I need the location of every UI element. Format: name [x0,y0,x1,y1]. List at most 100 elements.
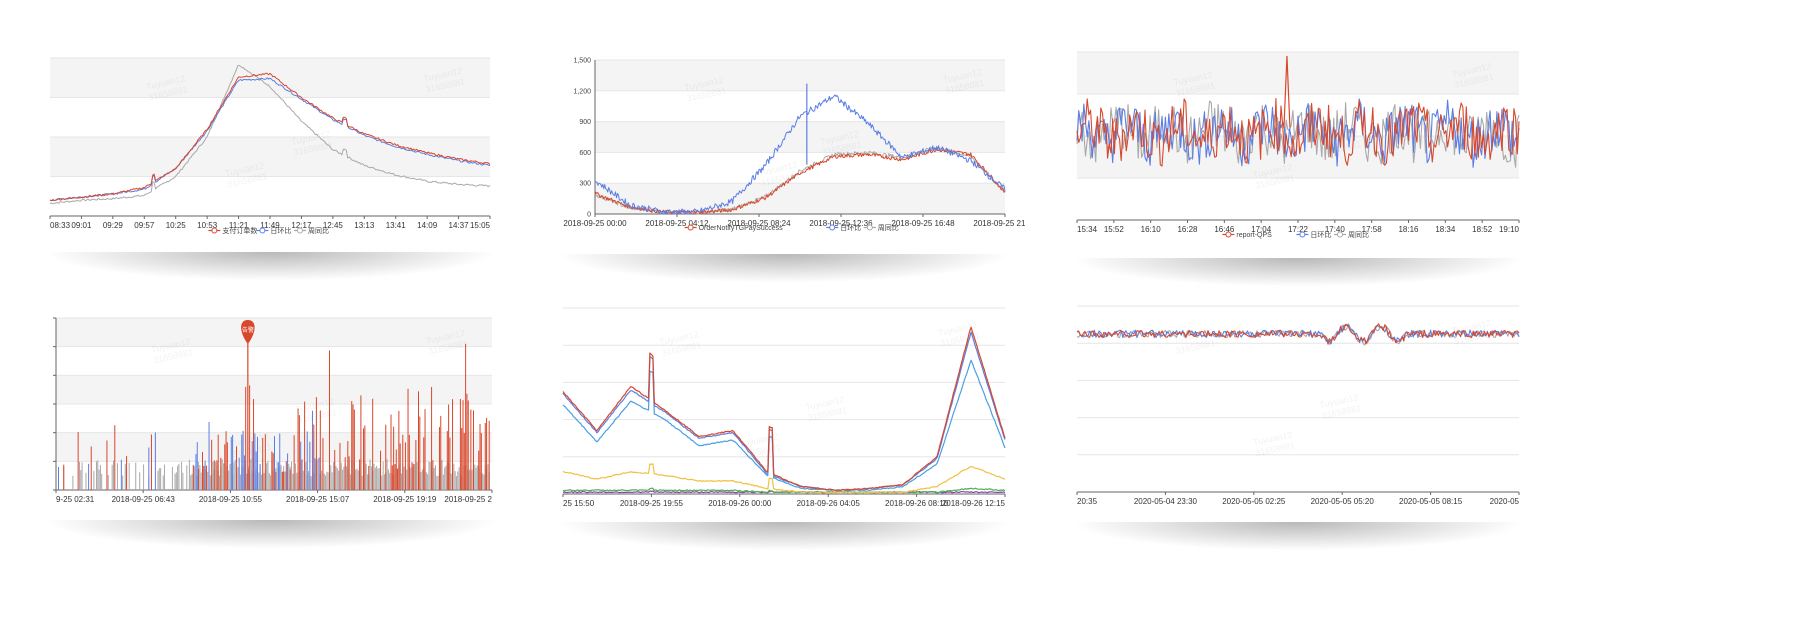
x-tick-label: 19:10 [1499,225,1520,234]
chart-panel-3: Tuyuan12 31658881 Tuyuan12 31658881 Tuyuan12… [1057,34,1539,286]
bar [372,398,374,490]
legend[interactable]: report-QPS 日环比 周同比 [1222,230,1369,239]
x-tick-label: 2020-05-05 08:15 [1399,497,1463,506]
bar [467,400,469,490]
bar [470,409,472,490]
bar [482,473,484,490]
x-tick-label: 12:45 [323,221,344,230]
bar [339,442,341,490]
bar [255,451,257,490]
bar [95,461,97,490]
bar [357,470,359,490]
bar [216,460,218,490]
bar [461,427,463,490]
legend-item-label: 日环比 [1310,230,1331,239]
x-tick-label: 2020-05-04 23:30 [1134,497,1198,506]
bar [321,470,323,490]
bar [281,471,283,490]
series-line-2 [562,331,1006,492]
bar [213,460,215,490]
bar [311,410,313,490]
x-tick-label: 08:33 [50,221,71,230]
bar [236,446,238,490]
bar [302,470,304,490]
bar [284,471,286,490]
bar [474,464,476,490]
bar [488,420,490,490]
bar [212,461,214,490]
bar [80,470,82,490]
bar [225,431,227,490]
bar [398,410,400,490]
x-tick-label: 16:28 [1177,225,1198,234]
legend-item-label: 日环比 [270,226,291,235]
bar [336,468,338,490]
bar [349,474,351,490]
alert-pin-icon[interactable] [241,320,255,344]
bar [158,468,160,490]
x-tick-label: 2018-09-26 08:10 [885,499,949,508]
series-line-3 [49,65,491,205]
bar [385,424,387,490]
legend[interactable]: 支付订单数 日环比 周同比 [208,226,329,235]
x-tick-label: 10:25 [166,221,187,230]
bar [406,469,408,490]
x-tick-label: 2020-05-05 05:20 [1311,497,1375,506]
bar [238,457,240,490]
bar [122,475,124,490]
bar [449,437,451,490]
bar [120,459,122,490]
chart-panel-1: Tuyuan12 31658881 Tuyuan12 31658881 Tuyuan12… [30,38,512,280]
bar [287,453,289,490]
y-tick-label: 0 [587,212,591,219]
bar [445,465,447,490]
bar [326,471,328,490]
x-tick-label: 18:16 [1398,225,1419,234]
x-tick-label: 17:58 [1362,225,1383,234]
bar [228,470,230,490]
bar-series [58,343,490,490]
bar [174,473,176,490]
bar [160,468,162,490]
chart-2-svg: Tuyuan1231658881Tuyuan1231658881Tuyuan12… [563,58,1025,233]
bar [285,461,287,490]
series-line-1 [562,326,1006,492]
bar [114,425,116,490]
chart-6-svg: Tuyuan1231658881Tuyuan1231658881Tuyuan12… [1076,305,1520,506]
bar [205,465,207,490]
bar [427,474,429,490]
bar [204,460,206,490]
legend-swatch-marker [829,224,836,231]
series-line-3 [562,359,1006,492]
bar [322,437,324,490]
legend-swatch-marker [1299,231,1306,238]
bar [293,435,295,490]
bar [116,463,118,490]
plot-area-2: Tuyuan1231658881Tuyuan1231658881Tuyuan12… [595,59,1005,215]
legend[interactable]: OrderNotifyTGPaySuccess 日环比 周同比 [684,223,899,232]
x-tick-label: 2018-09-25 12:36 [809,219,873,228]
bar [77,432,79,490]
bar [359,459,361,490]
bar [365,463,367,490]
y-tick-label: 1,200 [573,88,591,95]
series-line-4 [562,463,1006,494]
bar [368,465,370,490]
bar [442,474,444,490]
bar [408,434,410,490]
bar [211,439,213,490]
x-tick-label: 2018-09-25 15:07 [286,495,350,504]
grid-band [595,183,1005,214]
x-tick-label: 2020-05 [1490,497,1520,506]
bar [182,472,184,490]
bar [373,463,375,490]
chart-5-svg: Tuyuan1231658881Tuyuan1231658881Tuyuan12… [562,307,1006,508]
bar [301,459,303,490]
bar [203,465,205,490]
bar [383,474,385,490]
x-tick-label: 2018-09-25 08:24 [727,219,791,228]
bar [437,475,439,490]
x-tick-label: 2020-05-05 02:25 [1222,497,1286,506]
bar [157,470,159,490]
series-line-1 [1076,97,1520,167]
